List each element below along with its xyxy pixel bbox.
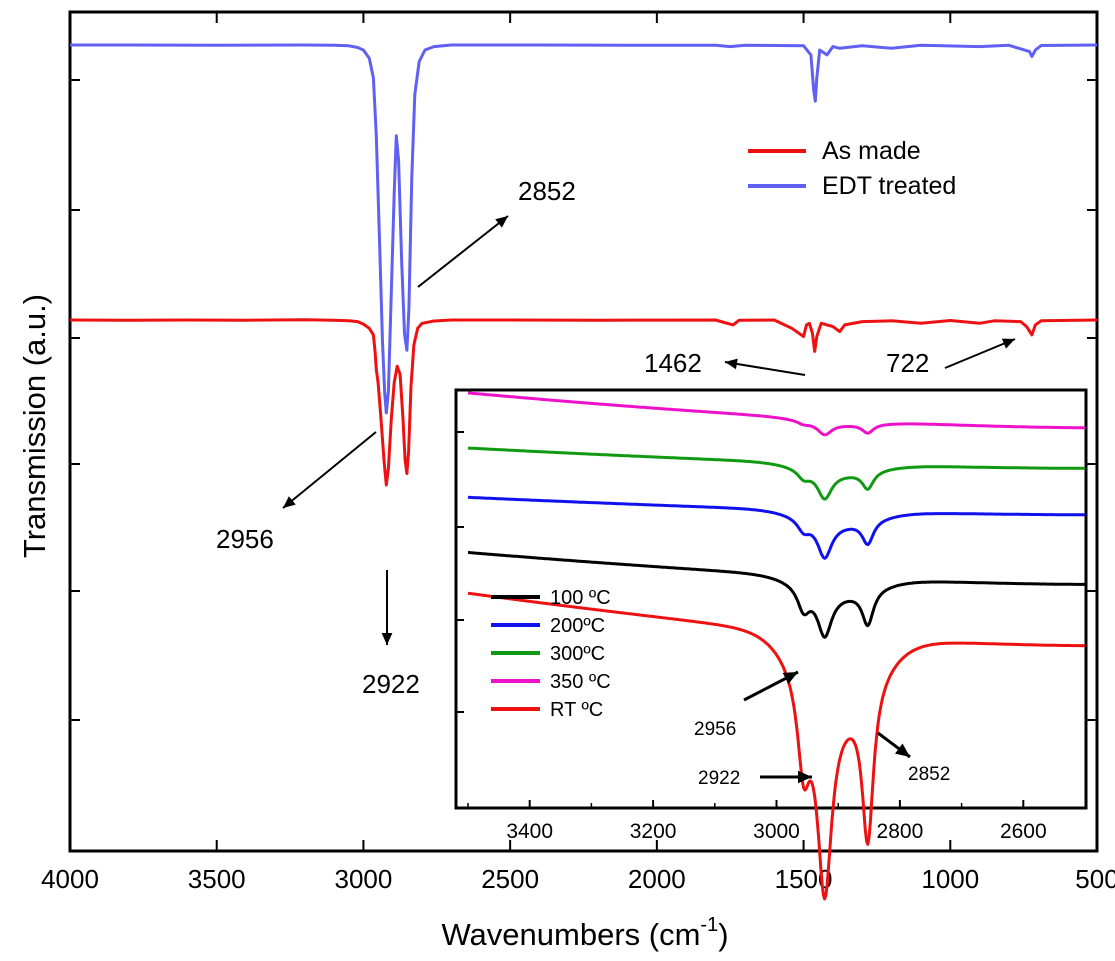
inset-series-line [467, 591, 1086, 901]
inset-x-tick-label: 3000 [753, 820, 800, 843]
inset-annotation-2852-arrow-head [895, 743, 910, 757]
annotation-label: 2922 [362, 669, 420, 699]
inset-annotation-2956-arrow-head [782, 672, 798, 685]
legend-label: As made [822, 137, 921, 165]
inset-legend-label: 300ºC [550, 643, 605, 665]
inset-x-tick-label: 2800 [877, 820, 924, 843]
inset-x-tick-label: 3400 [506, 820, 553, 843]
annotation-2852-arrow-line [417, 215, 509, 288]
annotation-722-arrow-head [1001, 338, 1015, 349]
inset-annotation-2922-arrow-head [798, 770, 812, 784]
x-tick-label: 2500 [481, 864, 539, 894]
y-axis-title: Transmission (a.u.) [17, 294, 52, 558]
x-tick-label: 1000 [921, 864, 979, 894]
x-tick-label: 3000 [335, 864, 393, 894]
annotation-2956-arrow-line [282, 431, 377, 509]
x-tick-label: 4000 [41, 864, 99, 894]
annotation-label: 1462 [644, 348, 702, 378]
inset-annotation-label: 2852 [908, 764, 950, 785]
legend-label: EDT treated [822, 172, 956, 200]
inset-frame [454, 388, 1088, 810]
x-tick-label: 2000 [628, 864, 686, 894]
x-tick-label: 3500 [188, 864, 246, 894]
annotation-label: 2852 [518, 176, 576, 206]
x-axis-title: Wavenumbers (cm-1) [441, 914, 728, 952]
x-tick-label: 500 [1075, 864, 1115, 894]
annotation-2852-arrow-head [495, 216, 508, 228]
inset-legend-label: 350 ºC [550, 671, 611, 693]
inset-plot-area: 3400 3200 3000 2800 2600 100 ºC 200ºC 300ºC 350 … [454, 388, 1088, 901]
x-axis-title-main: Wavenumbers (cm [441, 917, 700, 952]
inset-legend-label: 200ºC [550, 615, 605, 637]
inset-series-line [467, 550, 1086, 639]
inset-series-line [467, 495, 1086, 560]
inset-legend-label: 100 ºC [550, 587, 611, 609]
x-axis-title-close: ) [718, 917, 728, 952]
annotation-2922-arrow-head [381, 633, 393, 645]
annotation-label: 2956 [216, 524, 274, 554]
inset-series-line [467, 391, 1086, 437]
main-plot-area: 4000 3500 3000 2500 2000 1500 1000 500Wavenumbe… [17, 10, 1115, 952]
annotation-label: 722 [886, 348, 929, 378]
inset-annotation-label: 2956 [694, 719, 736, 740]
inset-annotation-label: 2922 [698, 768, 740, 789]
inset-series-line [467, 446, 1086, 501]
x-axis-title-superscript: -1 [700, 914, 718, 936]
annotation-722-arrow-line [944, 338, 1016, 369]
annotation-1462-arrow-head [725, 358, 738, 370]
main-plot-frame [68, 10, 1099, 853]
series-line-edt-treated [70, 43, 1098, 415]
inset-legend-label: RT ºC [550, 699, 603, 721]
inset-x-tick-label: 3200 [630, 820, 677, 843]
inset-x-tick-label: 2600 [1000, 820, 1047, 843]
annotation-2956-arrow-head [283, 496, 296, 508]
annotation-1462-arrow-line [724, 361, 806, 376]
series-line-as-made [69, 318, 1098, 487]
